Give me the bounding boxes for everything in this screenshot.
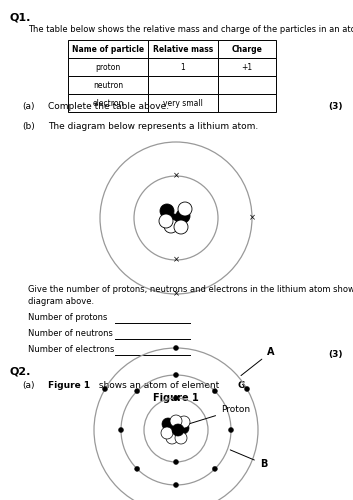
Text: Q1.: Q1. [10, 12, 31, 22]
Circle shape [161, 427, 173, 439]
Bar [218, 94, 276, 112]
Circle shape [174, 396, 179, 400]
Text: neutron: neutron [93, 80, 123, 90]
Bar [68, 58, 148, 76]
Circle shape [174, 220, 188, 234]
Text: (3): (3) [329, 350, 343, 359]
Text: ×: × [249, 214, 256, 222]
Bar [148, 94, 218, 112]
Bar [148, 76, 218, 94]
Text: +1: +1 [241, 62, 252, 72]
Circle shape [159, 214, 173, 228]
Text: The diagram below represents a lithium atom.: The diagram below represents a lithium a… [48, 122, 258, 131]
Text: Q2.: Q2. [10, 366, 31, 376]
Circle shape [162, 418, 174, 430]
Bar [68, 76, 148, 94]
Text: Relative mass: Relative mass [153, 44, 213, 54]
Circle shape [245, 386, 250, 392]
Text: B: B [230, 450, 267, 469]
Circle shape [228, 428, 233, 432]
Circle shape [174, 460, 179, 464]
Circle shape [174, 482, 179, 488]
Text: proton: proton [95, 62, 121, 72]
Circle shape [134, 466, 139, 471]
Circle shape [213, 388, 217, 394]
Circle shape [170, 415, 182, 427]
Text: G: G [238, 381, 245, 390]
Text: ×: × [173, 290, 179, 298]
Text: Number of protons: Number of protons [28, 313, 107, 322]
Circle shape [178, 416, 190, 428]
Circle shape [160, 204, 174, 218]
Circle shape [177, 422, 189, 434]
Text: ×: × [173, 256, 179, 264]
Circle shape [178, 202, 192, 216]
Circle shape [134, 388, 139, 394]
Text: 1: 1 [181, 62, 185, 72]
Circle shape [166, 432, 178, 444]
Text: Number of electrons: Number of electrons [28, 345, 114, 354]
Text: Number of neutrons: Number of neutrons [28, 329, 113, 338]
Text: (3): (3) [329, 102, 343, 111]
Circle shape [119, 428, 124, 432]
Text: .: . [245, 381, 248, 390]
Text: Figure 1: Figure 1 [48, 381, 90, 390]
Text: ×: × [173, 172, 179, 180]
Text: (a): (a) [22, 102, 35, 111]
Text: Complete the table above.: Complete the table above. [48, 102, 169, 111]
Text: (a): (a) [22, 381, 35, 390]
Circle shape [169, 427, 181, 439]
Circle shape [213, 466, 217, 471]
Bar [148, 58, 218, 76]
Text: diagram above.: diagram above. [28, 297, 94, 306]
Text: A: A [241, 348, 274, 376]
Text: very small: very small [163, 98, 203, 108]
Circle shape [102, 386, 107, 392]
Text: Charge: Charge [232, 44, 262, 54]
Circle shape [172, 424, 184, 436]
Bar [148, 40, 218, 58]
Circle shape [175, 432, 187, 444]
Bar [218, 58, 276, 76]
Text: Give the number of protons, neutrons and electrons in the lithium atom shown in : Give the number of protons, neutrons and… [28, 285, 353, 294]
Circle shape [167, 214, 181, 228]
Circle shape [176, 209, 190, 223]
Text: Proton: Proton [185, 405, 250, 425]
Bar [218, 40, 276, 58]
Circle shape [174, 372, 179, 378]
Text: Name of particle: Name of particle [72, 44, 144, 54]
Text: Figure 1: Figure 1 [153, 393, 199, 403]
Text: The table below shows the relative mass and charge of the particles in an atom.: The table below shows the relative mass … [28, 25, 353, 34]
Bar [218, 76, 276, 94]
Bar [68, 40, 148, 58]
Circle shape [164, 219, 178, 233]
Circle shape [174, 346, 179, 350]
Bar [68, 94, 148, 112]
Text: shows an atom of element: shows an atom of element [96, 381, 222, 390]
Text: (b): (b) [22, 122, 35, 131]
Text: electron: electron [92, 98, 124, 108]
